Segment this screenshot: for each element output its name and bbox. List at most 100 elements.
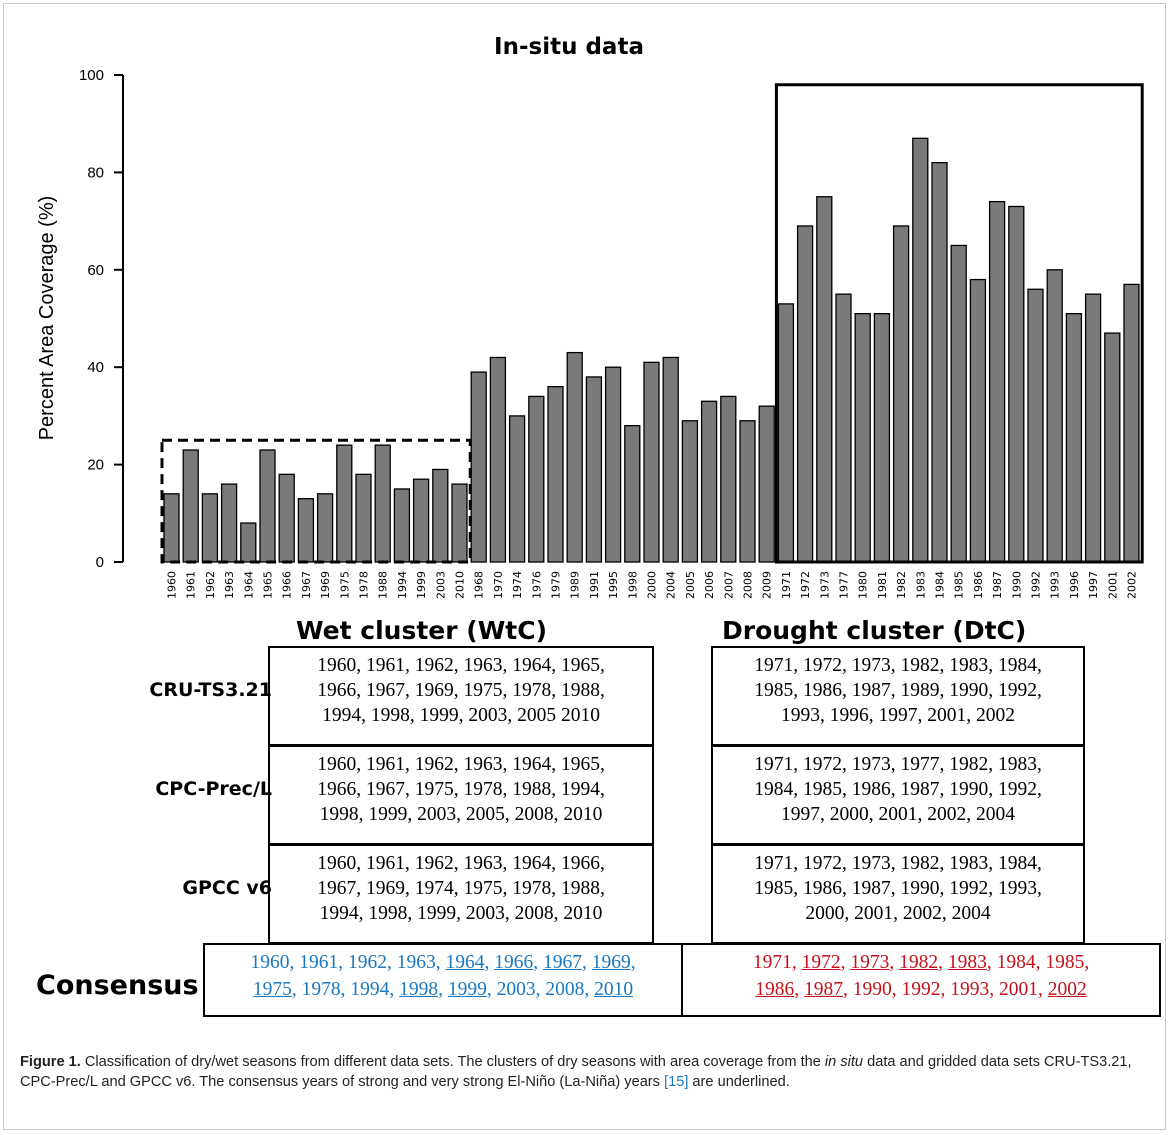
x-tick-label: 1998 (626, 571, 639, 599)
bar (489, 356, 507, 563)
x-tick-label: 1987 (991, 571, 1004, 599)
wet-cluster-header: Wet cluster (WtC) (296, 616, 548, 645)
bar (470, 371, 487, 563)
bar (662, 356, 679, 563)
bar (700, 400, 718, 563)
bar (412, 478, 430, 563)
consensus-wet-years: 1960, 1961, 1962, 1963, 1964, 1966, 1967… (205, 945, 683, 1015)
bar (777, 303, 795, 563)
x-tick-label: 1964 (242, 571, 255, 599)
caption-text-1: Classification of dry/wet seasons from d… (80, 1054, 825, 1070)
year-text: , (889, 952, 900, 973)
bar (643, 361, 660, 563)
x-tick-label: 1974 (511, 571, 524, 599)
underlined-year: 1999 (447, 979, 487, 1000)
x-tick-label: 1981 (876, 571, 889, 599)
x-tick-label: 1993 (1049, 571, 1062, 599)
x-tick-label: 1979 (550, 571, 563, 599)
caption-citation-link[interactable]: [15] (664, 1074, 689, 1090)
bar (259, 449, 276, 563)
x-tick-label: 1989 (569, 571, 582, 599)
bar (931, 162, 948, 563)
underlined-year: 1973 (850, 952, 890, 973)
bar (1046, 269, 1063, 563)
cluster-boxes (160, 83, 1144, 564)
bar (201, 493, 219, 563)
bar (316, 493, 334, 563)
bar (796, 225, 814, 563)
x-tick-label: 1986 (972, 571, 985, 599)
bar (240, 522, 257, 563)
x-tick-label: 1971 (780, 571, 793, 599)
year-text: , (581, 952, 592, 973)
wet-cell-1: 1960, 1961, 1962, 1963, 1964, 1965, 1966,… (268, 745, 654, 845)
x-tick-label: 1967 (300, 571, 313, 599)
wet-cell-0: 1960, 1961, 1962, 1963, 1964, 1965, 1966,… (268, 646, 654, 746)
underlined-year: 1972 (801, 952, 841, 973)
x-tick-label: 1991 (588, 571, 601, 599)
underlined-year: 1982 (899, 952, 939, 973)
underlined-year: 2010 (594, 979, 634, 1000)
year-text: , 2003, 2008, (486, 979, 595, 1000)
x-tick-label: 1992 (1030, 571, 1043, 599)
bar (624, 424, 641, 563)
underlined-year: 1969 (591, 952, 631, 973)
x-tick-label: 1999 (415, 571, 428, 599)
drought-cell-2: 1971, 1972, 1973, 1982, 1983, 1984, 1985,… (711, 844, 1085, 944)
bar (816, 196, 833, 563)
y-axis: 0 20 40 60 80 100 (79, 67, 124, 571)
x-tick-label: 2005 (684, 571, 697, 599)
y-axis-label: Percent Area Coverage (%) (36, 196, 58, 441)
x-tick-label: 1972 (799, 571, 812, 599)
year-text: , (938, 952, 948, 973)
x-tick-label: 1990 (1010, 571, 1023, 599)
year-line: 1966, 1967, 1975, 1978, 1988, 1994, (317, 779, 605, 800)
x-tick-label: 2006 (703, 571, 716, 599)
bar (585, 376, 603, 563)
bar (336, 444, 353, 563)
year-line: 1993, 1996, 1997, 2001, 2002 (781, 705, 1015, 726)
underlined-year: 1983 (947, 952, 987, 973)
x-tick-label: 1997 (1087, 571, 1100, 599)
bar (950, 244, 967, 563)
bar (432, 468, 449, 563)
y-tick-label: 100 (79, 67, 104, 84)
year-line: 1966, 1967, 1969, 1975, 1978, 1988, (317, 680, 605, 701)
consensus-line: 1975, 1978, 1994, 1998, 1999, 2003, 2008… (205, 976, 681, 1003)
caption-figure-label: Figure 1. (20, 1054, 81, 1070)
bar (355, 473, 372, 563)
x-tick-label: 1973 (818, 571, 831, 599)
x-tick-label: 1988 (377, 571, 390, 599)
wet-cluster-box (160, 438, 472, 564)
bar (988, 200, 1006, 563)
row-label-1: CPC-Prec/L (155, 778, 272, 800)
year-line: 1967, 1969, 1974, 1975, 1978, 1988, (317, 878, 605, 899)
bar (451, 483, 468, 563)
consensus-box: 1960, 1961, 1962, 1963, 1964, 1966, 1967… (203, 943, 1161, 1017)
year-text: , (840, 952, 851, 973)
x-tick-label: 2007 (722, 571, 735, 599)
x-tick-label: 1975 (338, 571, 351, 599)
year-text: 1960, 1961, 1962, 1963, (250, 952, 446, 973)
x-tick-label: 1965 (262, 571, 275, 599)
year-text: , 1984, 1985, (986, 952, 1090, 973)
x-tick-label: 1969 (319, 571, 332, 599)
bar (278, 473, 295, 563)
chart-title: In-situ data (494, 34, 644, 60)
underlined-year: 1975 (252, 979, 292, 1000)
x-tick-label: 2008 (742, 571, 755, 599)
y-tick-label: 80 (87, 164, 104, 181)
bar (1008, 205, 1025, 563)
underlined-year: 1964 (445, 952, 485, 973)
year-line: 1998, 1999, 2003, 2005, 2008, 2010 (319, 804, 603, 825)
x-tick-labels: 1960 1961 1962 1963 1964 1965 1966 1967 1969 1975… (166, 571, 1139, 599)
year-text: , (533, 952, 543, 973)
year-line: 1985, 1986, 1987, 1989, 1990, 1992, (754, 680, 1042, 701)
bar (892, 225, 910, 563)
x-tick-label: 2010 (454, 571, 467, 599)
bar (1104, 332, 1121, 563)
year-line: 1971, 1972, 1973, 1977, 1982, 1983, (754, 754, 1042, 775)
y-tick-label: 60 (87, 262, 104, 279)
consensus-line: 1986, 1987, 1990, 1992, 1993, 2001, 2002 (683, 976, 1159, 1003)
x-tick-label: 1970 (492, 571, 505, 599)
